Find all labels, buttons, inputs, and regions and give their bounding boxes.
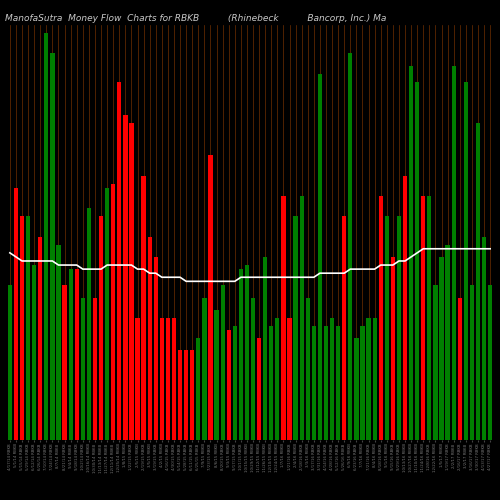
Bar [208,155,212,440]
Bar [366,318,370,440]
Bar [44,33,48,440]
Bar [324,326,328,440]
Bar [421,196,426,440]
Bar [26,216,30,440]
Bar [336,326,340,440]
Bar [330,318,334,440]
Bar [415,82,420,440]
Bar [105,188,110,440]
Bar [117,82,121,440]
Bar [427,196,432,440]
Bar [202,298,206,440]
Text: ManofaSutra  Money Flow  Charts for RBKB          (Rhinebeck          Bancorp, I: ManofaSutra Money Flow Charts for RBKB (… [5,14,386,23]
Bar [148,236,152,440]
Bar [226,330,231,440]
Bar [251,298,255,440]
Bar [257,338,261,440]
Bar [14,188,18,440]
Bar [239,269,243,440]
Bar [269,326,274,440]
Bar [62,286,66,440]
Bar [190,350,194,440]
Bar [275,318,280,440]
Bar [470,286,474,440]
Bar [87,208,91,440]
Bar [458,298,462,440]
Bar [378,196,383,440]
Bar [80,298,85,440]
Bar [154,257,158,440]
Bar [384,216,389,440]
Bar [184,350,188,440]
Bar [372,318,377,440]
Bar [318,74,322,440]
Bar [111,184,116,440]
Bar [99,216,103,440]
Bar [452,66,456,440]
Bar [348,54,352,440]
Bar [68,269,73,440]
Bar [440,257,444,440]
Bar [232,326,237,440]
Bar [354,338,358,440]
Bar [74,269,79,440]
Bar [245,265,249,440]
Bar [360,326,364,440]
Bar [403,176,407,440]
Bar [136,318,140,440]
Bar [123,114,128,440]
Bar [409,66,413,440]
Bar [32,265,36,440]
Bar [300,196,304,440]
Bar [220,286,225,440]
Bar [434,286,438,440]
Bar [196,338,200,440]
Bar [288,318,292,440]
Bar [342,216,346,440]
Bar [263,257,268,440]
Bar [130,122,134,440]
Bar [282,196,286,440]
Bar [488,286,492,440]
Bar [476,122,480,440]
Bar [166,318,170,440]
Bar [446,244,450,440]
Bar [20,216,24,440]
Bar [38,236,42,440]
Bar [8,286,12,440]
Bar [390,257,395,440]
Bar [50,54,54,440]
Bar [482,236,486,440]
Bar [93,298,97,440]
Bar [397,216,401,440]
Bar [172,318,176,440]
Bar [178,350,182,440]
Bar [160,318,164,440]
Bar [294,216,298,440]
Bar [464,82,468,440]
Bar [56,244,60,440]
Bar [312,326,316,440]
Bar [214,310,218,440]
Bar [142,176,146,440]
Bar [306,298,310,440]
